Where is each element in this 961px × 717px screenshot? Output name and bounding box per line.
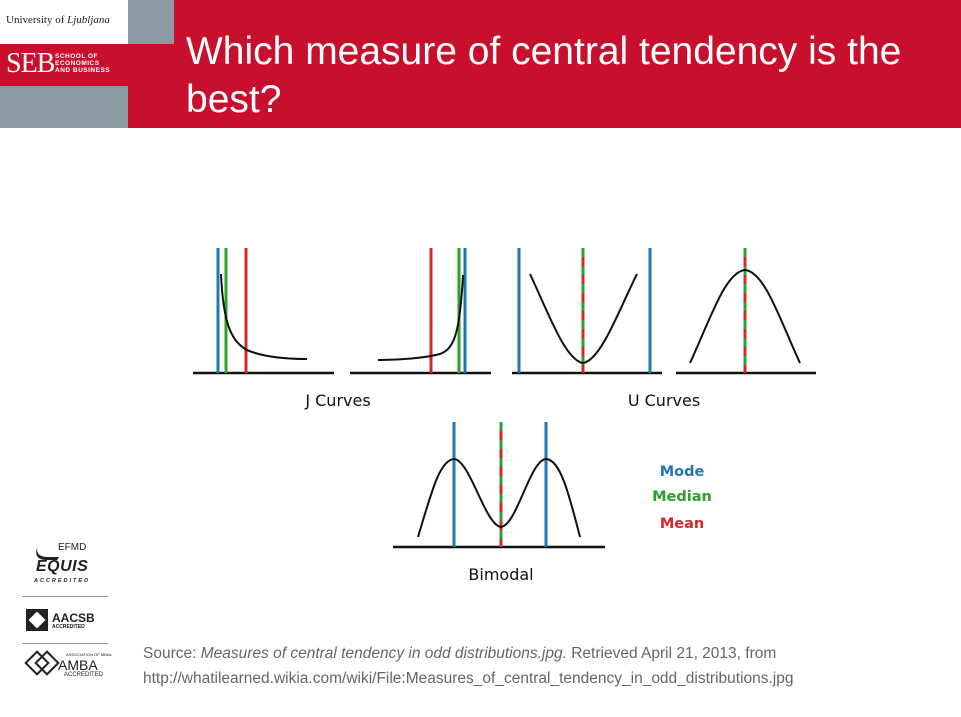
amba-sub: ACCREDITED [64, 672, 104, 678]
bimodal-label: Bimodal [468, 565, 533, 584]
equis-text: EQUIS [36, 558, 89, 575]
aacsb-icon [26, 609, 48, 631]
amba-small-text: ASSOCIATION OF MBAs [66, 652, 112, 657]
title-grey-block [128, 0, 174, 44]
university-city: Ljubljana [67, 14, 110, 26]
bimodal-curve [393, 422, 605, 549]
school-line-2: ECONOMICS [55, 60, 100, 67]
aacsb-sub: ACCREDITED [52, 624, 85, 630]
source-retrieved: Retrieved April 21, 2013, from [566, 645, 777, 662]
aacsb-text: AACSB [52, 611, 95, 625]
equis-logo: EFMD EQUIS ACCREDITED [14, 530, 104, 590]
school-logo: SEB SCHOOL OF ECONOMICS AND BUSINESS [0, 44, 128, 86]
source-title: Measures of central tendency in odd dist… [200, 645, 567, 662]
symmetric-curve [676, 248, 816, 375]
source-url[interactable]: http://whatilearned.wikia.com/wiki/File:… [143, 670, 794, 687]
source-prefix: Source: [143, 645, 201, 662]
efmd-text: EFMD [58, 542, 87, 553]
equis-sub: ACCREDITED [34, 578, 91, 584]
legend-mean: Mean [660, 516, 704, 532]
amba-text: AMBA [58, 657, 98, 673]
school-line-3: AND BUSINESS [55, 67, 111, 74]
title-bar [128, 0, 961, 128]
school-abbr: SEB [6, 48, 55, 79]
legend-mode: Mode [660, 464, 705, 480]
j-curve-left [193, 248, 334, 375]
u-curve [512, 248, 662, 375]
distribution-curve [417, 457, 581, 538]
source-line-1: Source: Measures of central tendency in … [143, 641, 794, 666]
amba-logo: ASSOCIATION OF MBAs AMBA ACCREDITED [14, 648, 114, 684]
university-name: University of Ljubljana [6, 14, 110, 26]
school-line-1: SCHOOL OF [55, 53, 99, 60]
university-name-text: University of [6, 14, 65, 26]
source-citation: Source: Measures of central tendency in … [143, 641, 794, 691]
j-curves-label: J Curves [304, 391, 370, 410]
legend-median: Median [652, 489, 712, 505]
distribution-curve [220, 273, 308, 360]
distribution-curve [689, 268, 801, 364]
logo-divider [22, 596, 108, 597]
school-full-name: SCHOOL OF ECONOMICS AND BUSINESS [55, 53, 110, 74]
aacsb-logo: AACSB ACCREDITED [14, 605, 109, 637]
distribution-curve [529, 273, 638, 365]
slide-title: Which measure of central tendency is the… [186, 30, 902, 121]
u-curves-label: U Curves [628, 391, 700, 410]
logo-grey-band [0, 86, 128, 128]
j-curve-right [350, 248, 491, 375]
distribution-curve [377, 274, 464, 361]
logo-divider [22, 643, 108, 644]
